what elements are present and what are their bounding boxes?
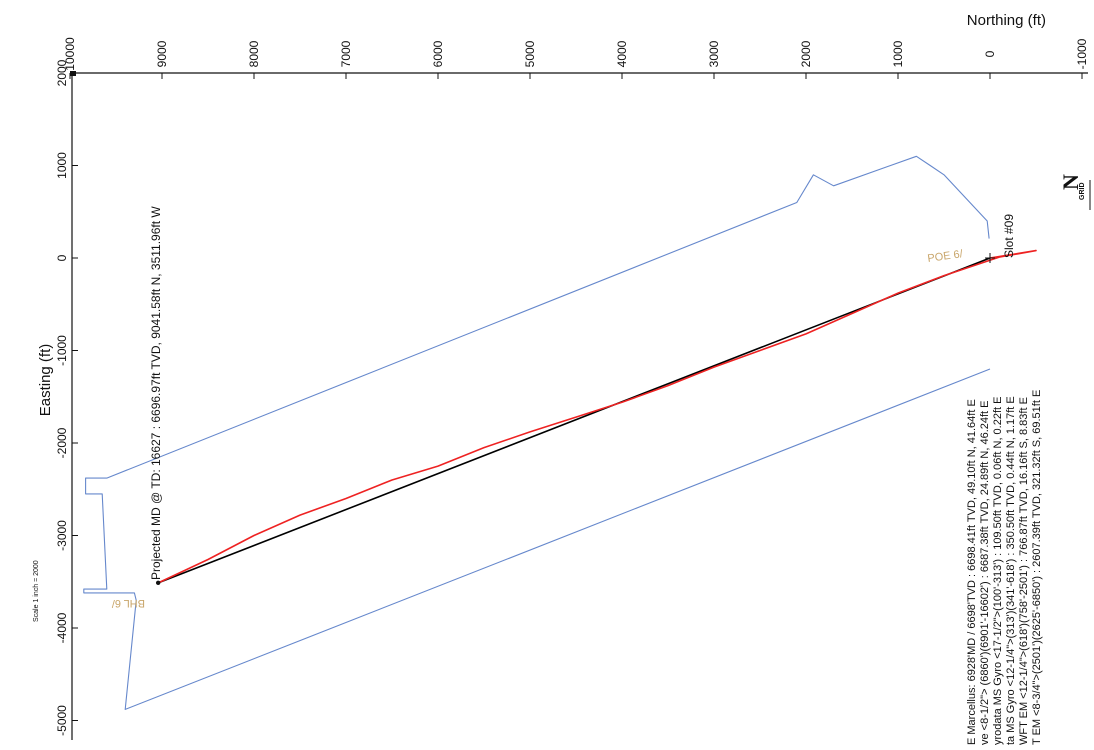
x-tick-label: 6000 [431, 40, 445, 67]
survey-legend: E Marcellus: 6928'MD / 6698'TVD : 6698.4… [966, 390, 1043, 745]
legend-line: ve <8-1/2"> (6860')(6901'-16602') : 6687… [979, 401, 991, 746]
x-tick-label: 8000 [247, 40, 261, 67]
easting-ticks: 2000 1000 0 -1000 -2000 -3000 -4000 -5000 [55, 59, 78, 736]
y-tick-label: 1000 [55, 152, 69, 179]
legend-line: WFT EM <12-1/4">(618')(758'-2501') : 766… [1018, 397, 1030, 745]
lease-boundary [83, 155, 991, 710]
x-tick-label: 10000 [63, 37, 77, 71]
x-tick-label: 1000 [891, 40, 905, 67]
legend-line: E Marcellus: 6928'MD / 6698'TVD : 6698.4… [966, 399, 978, 745]
plan-line [157, 257, 991, 584]
north-letter: N [1058, 174, 1083, 190]
y-tick-label: -1000 [55, 335, 69, 366]
series-layer [83, 155, 1037, 710]
y-tick-label: -3000 [55, 520, 69, 551]
north-grid-label: GRID [1079, 183, 1086, 201]
x-tick-label: 3000 [707, 40, 721, 67]
poe-label: POE 6/ [927, 248, 965, 265]
legend-line: yrodata MS Gyro <17-1/2">(100'-313') : 1… [992, 397, 1004, 745]
x-tick-label: 5000 [523, 40, 537, 67]
y-axis-title: Easting (ft) [37, 344, 54, 417]
y-tick-label: -5000 [55, 705, 69, 736]
x-tick-label: 0 [983, 50, 997, 57]
scale-label: Scale 1 inch = 2000 [33, 560, 40, 622]
y-tick-label: 2000 [55, 59, 69, 86]
x-tick-label: 2000 [799, 40, 813, 67]
slot-label: Slot #09 [1002, 214, 1016, 258]
x-tick-label: 7000 [339, 40, 353, 67]
y-tick-label: -4000 [55, 612, 69, 643]
northing-ticks: 10000 9000 8000 7000 6000 5000 4000 3000 2000 100… [63, 37, 1089, 79]
td-point-marker [155, 580, 161, 586]
x-tick-label: -1000 [1075, 38, 1089, 69]
legend-line: T EM <8-3/4">(2501')(2625'-6850') : 2607… [1031, 390, 1043, 745]
projected-td-annotation: Projected MD @ TD: 16627 : 6696.97ft TVD… [149, 206, 163, 580]
x-axis-title: Northing (ft) [967, 12, 1046, 29]
y-tick-label: -2000 [55, 427, 69, 458]
x-tick-label: 4000 [615, 40, 629, 67]
bhl-label: BHL 6/ [111, 597, 145, 609]
y-tick-label: 0 [55, 254, 69, 261]
x-tick-label: 9000 [155, 40, 169, 67]
axes [70, 71, 1088, 740]
legend-line: ta MS Gyro <12-1/4">(313')(341'-618') : … [1005, 396, 1017, 745]
actual-survey-line [157, 249, 1037, 584]
